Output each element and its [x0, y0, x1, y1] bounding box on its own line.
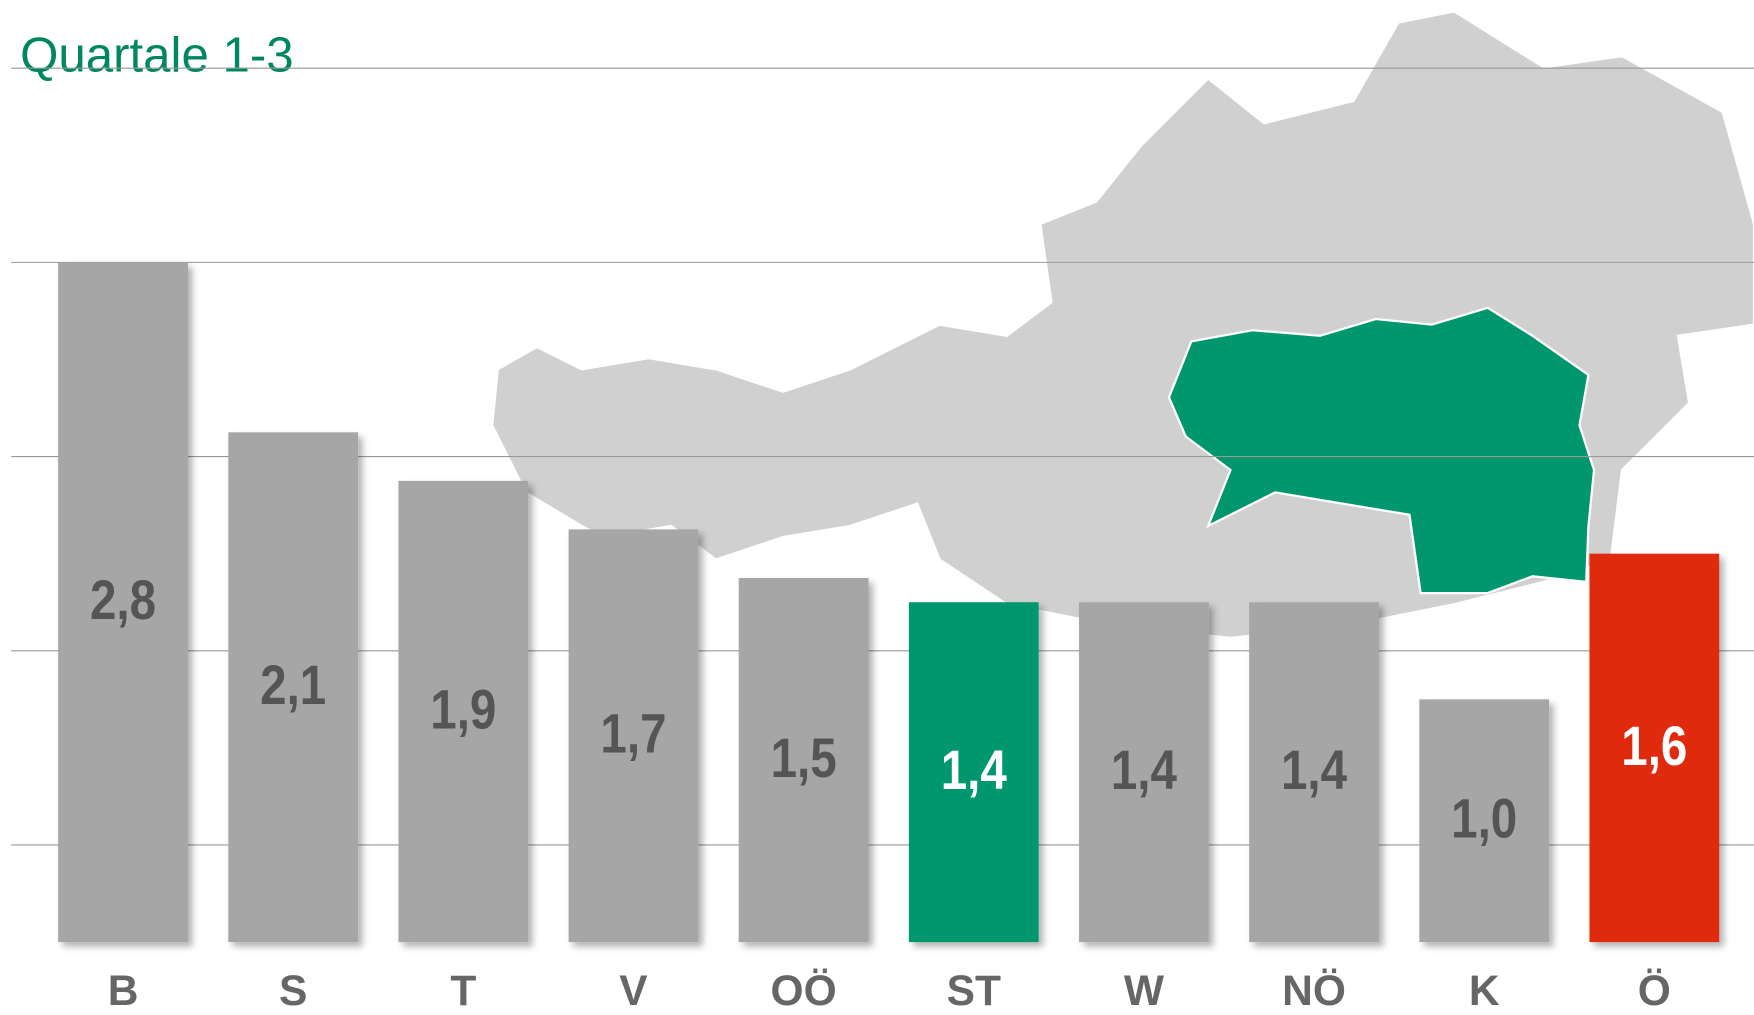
bar	[1079, 602, 1209, 943]
bar	[568, 529, 699, 943]
value-label: 1,0	[1451, 787, 1517, 849]
x-tick-label: W	[1124, 968, 1165, 1015]
x-tick-label: K	[1469, 968, 1500, 1015]
x-tick-label: NÖ	[1282, 968, 1346, 1015]
bar	[228, 432, 359, 943]
value-label: 2,1	[260, 654, 326, 716]
x-tick-label: ST	[947, 968, 1001, 1015]
bar	[1249, 602, 1379, 943]
x-tick-label: B	[108, 968, 139, 1015]
value-label: 1,6	[1621, 714, 1687, 776]
value-label: 1,5	[771, 726, 837, 788]
x-tick-label: Ö	[1638, 968, 1671, 1015]
value-label: 1,4	[1111, 739, 1177, 801]
bar	[398, 480, 529, 943]
x-tick-label: T	[450, 968, 476, 1015]
bar	[58, 262, 188, 943]
x-tick-label: S	[279, 968, 307, 1015]
x-tick-label: V	[619, 968, 648, 1015]
value-label: 1,7	[600, 702, 666, 764]
map-steiermark	[1167, 306, 1596, 595]
value-label: 2,8	[90, 569, 156, 631]
bar	[738, 577, 869, 943]
value-label: 1,4	[1281, 739, 1347, 801]
bar	[908, 602, 1039, 943]
value-label: 1,9	[430, 678, 496, 740]
value-label: 1,4	[941, 739, 1007, 801]
bar	[1419, 699, 1550, 943]
map	[491, 10, 1754, 639]
chart-subtitle: Quartale 1-3	[20, 27, 294, 82]
x-tick-label: OÖ	[771, 968, 837, 1015]
bar	[1589, 553, 1720, 943]
